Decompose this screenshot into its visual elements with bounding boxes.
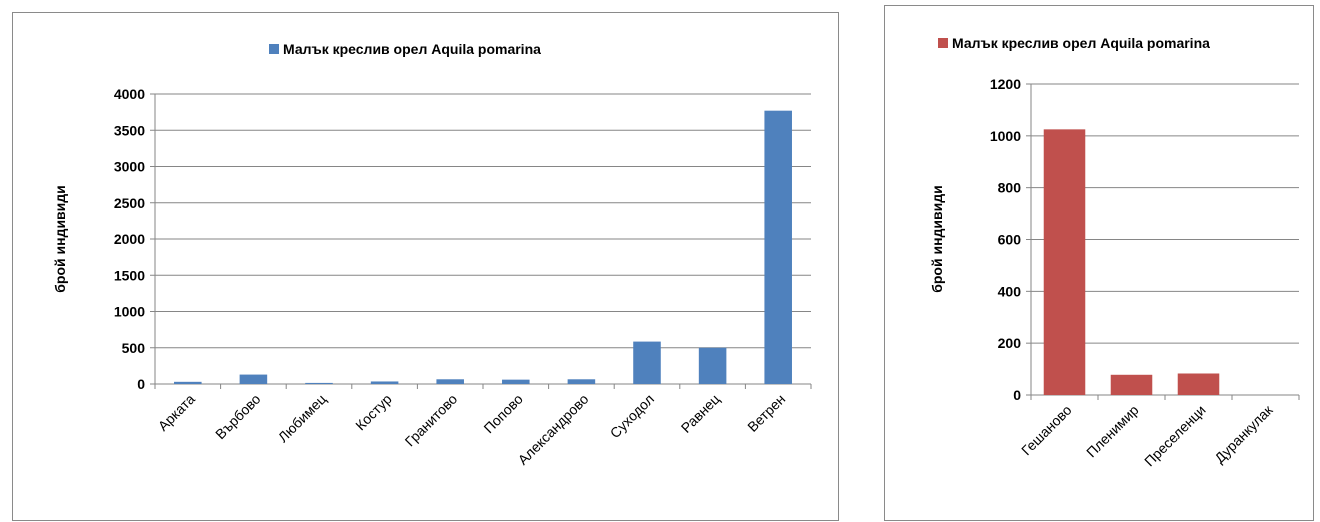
y-tick-label: 0 <box>1013 387 1021 403</box>
y-tick-label: 3000 <box>114 159 145 175</box>
x-tick-label: Гранитово <box>402 391 461 450</box>
y-tick-label: 4000 <box>114 86 145 102</box>
y-tick-label: 600 <box>998 232 1022 248</box>
y-tick-label: 500 <box>122 340 146 356</box>
y-tick-label: 1000 <box>114 304 145 320</box>
bar-Пленимир <box>1110 374 1153 395</box>
y-tick-label: 800 <box>998 180 1022 196</box>
bar-Равнец <box>698 347 727 384</box>
x-tick-label: Любимец <box>275 391 329 445</box>
x-tick-label: Гешаново <box>1018 402 1075 459</box>
x-tick-label: Пленимир <box>1083 402 1142 461</box>
bar-Александрово <box>567 379 596 384</box>
bar-Любимец <box>305 382 333 384</box>
x-tick-label: Преселенци <box>1141 402 1209 470</box>
x-tick-label: Дуранкулак <box>1211 401 1276 466</box>
y-tick-label: 1200 <box>990 76 1021 92</box>
bar-Суходол <box>633 341 661 384</box>
y-tick-label: 1500 <box>114 267 145 283</box>
x-tick-label: Равнец <box>678 391 723 436</box>
chart-panel-left: 0 500 1000 1500 2000 2500 3000 3500 4000 Арката Въ… <box>12 12 839 521</box>
x-tick-label: Александрово <box>515 391 592 468</box>
legend-label: Малък креслив орел Aquila pomarina <box>283 41 541 57</box>
x-tick-label: Костур <box>352 391 395 434</box>
y-tick-label: 1000 <box>990 128 1021 144</box>
bar-Гранитово <box>436 379 464 384</box>
bar-Костур <box>370 381 399 384</box>
x-tick-label: Суходол <box>607 391 657 441</box>
legend-swatch <box>269 44 279 54</box>
x-tick-label: Ветрен <box>744 391 788 435</box>
y-tick-label: 200 <box>998 335 1022 351</box>
bar-Гешаново <box>1043 129 1086 395</box>
y-axis-title: брой индивиди <box>929 185 945 293</box>
legend-label: Малък креслив орел Aquila pomarina <box>952 35 1210 51</box>
bar-Върбово <box>239 374 268 384</box>
bar-Арката <box>174 381 202 384</box>
bar-Ветрен <box>764 110 792 385</box>
bar-Преселенци <box>1177 373 1220 395</box>
bar-chart-right: 0 200 400 600 800 1000 1200 Гешаново Пленимир Пре… <box>929 35 1300 470</box>
x-tick-label: Върбово <box>212 391 264 443</box>
y-tick-label: 3500 <box>114 122 145 138</box>
y-tick-label: 2000 <box>114 231 145 247</box>
y-tick-label: 2500 <box>114 195 145 211</box>
x-tick-label: Арката <box>155 391 198 434</box>
legend-swatch <box>938 38 948 48</box>
bar-Попово <box>502 379 530 384</box>
y-tick-label: 400 <box>998 283 1022 299</box>
y-tick-label: 0 <box>137 376 145 392</box>
y-axis-title: брой индивиди <box>52 185 68 293</box>
bar-chart-left: 0 500 1000 1500 2000 2500 3000 3500 4000 Арката Въ… <box>52 41 812 468</box>
chart-panel-right: 0 200 400 600 800 1000 1200 Гешаново Пленимир Пре… <box>884 5 1314 521</box>
x-tick-label: Попово <box>480 391 526 437</box>
